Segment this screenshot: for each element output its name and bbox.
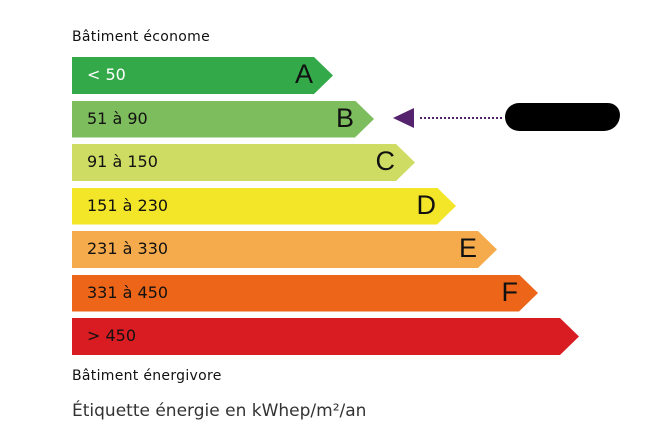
energy-class-bar-e: 231 à 330 E [72,231,497,268]
top-label: Bâtiment économe [72,29,210,45]
class-range: 51 à 90 [87,108,148,128]
class-range: < 50 [87,65,126,84]
energy-class-bar-b: 51 à 90 B [72,101,374,138]
class-letter: F [501,276,518,307]
class-letter: E [458,233,477,263]
class-letter: A [294,59,313,89]
bottom-label: Bâtiment énergivore [72,368,222,384]
indicator-arrow-icon [393,108,414,128]
redacted-value [505,103,620,131]
class-range: 331 à 450 [87,282,169,302]
indicator-dotted-line [420,117,502,119]
class-letter: B [335,102,354,133]
class-letter: C [375,146,395,176]
class-range: > 450 [87,326,137,345]
energy-class-bar-d: 151 à 230 D [72,188,456,225]
caption: Étiquette énergie en kWhep/m²/an [72,401,367,421]
class-range: 151 à 230 [87,195,169,215]
energy-class-bar-a: < 50 A [72,57,333,94]
energy-class-bar-g: > 450 [72,318,579,355]
class-range: 231 à 330 [87,239,169,258]
energy-class-bar-c: 91 à 150 C [72,144,415,181]
class-range: 91 à 150 [87,152,158,171]
energy-class-bar-f: 331 à 450 F [72,275,538,312]
class-letter: D [416,189,436,220]
